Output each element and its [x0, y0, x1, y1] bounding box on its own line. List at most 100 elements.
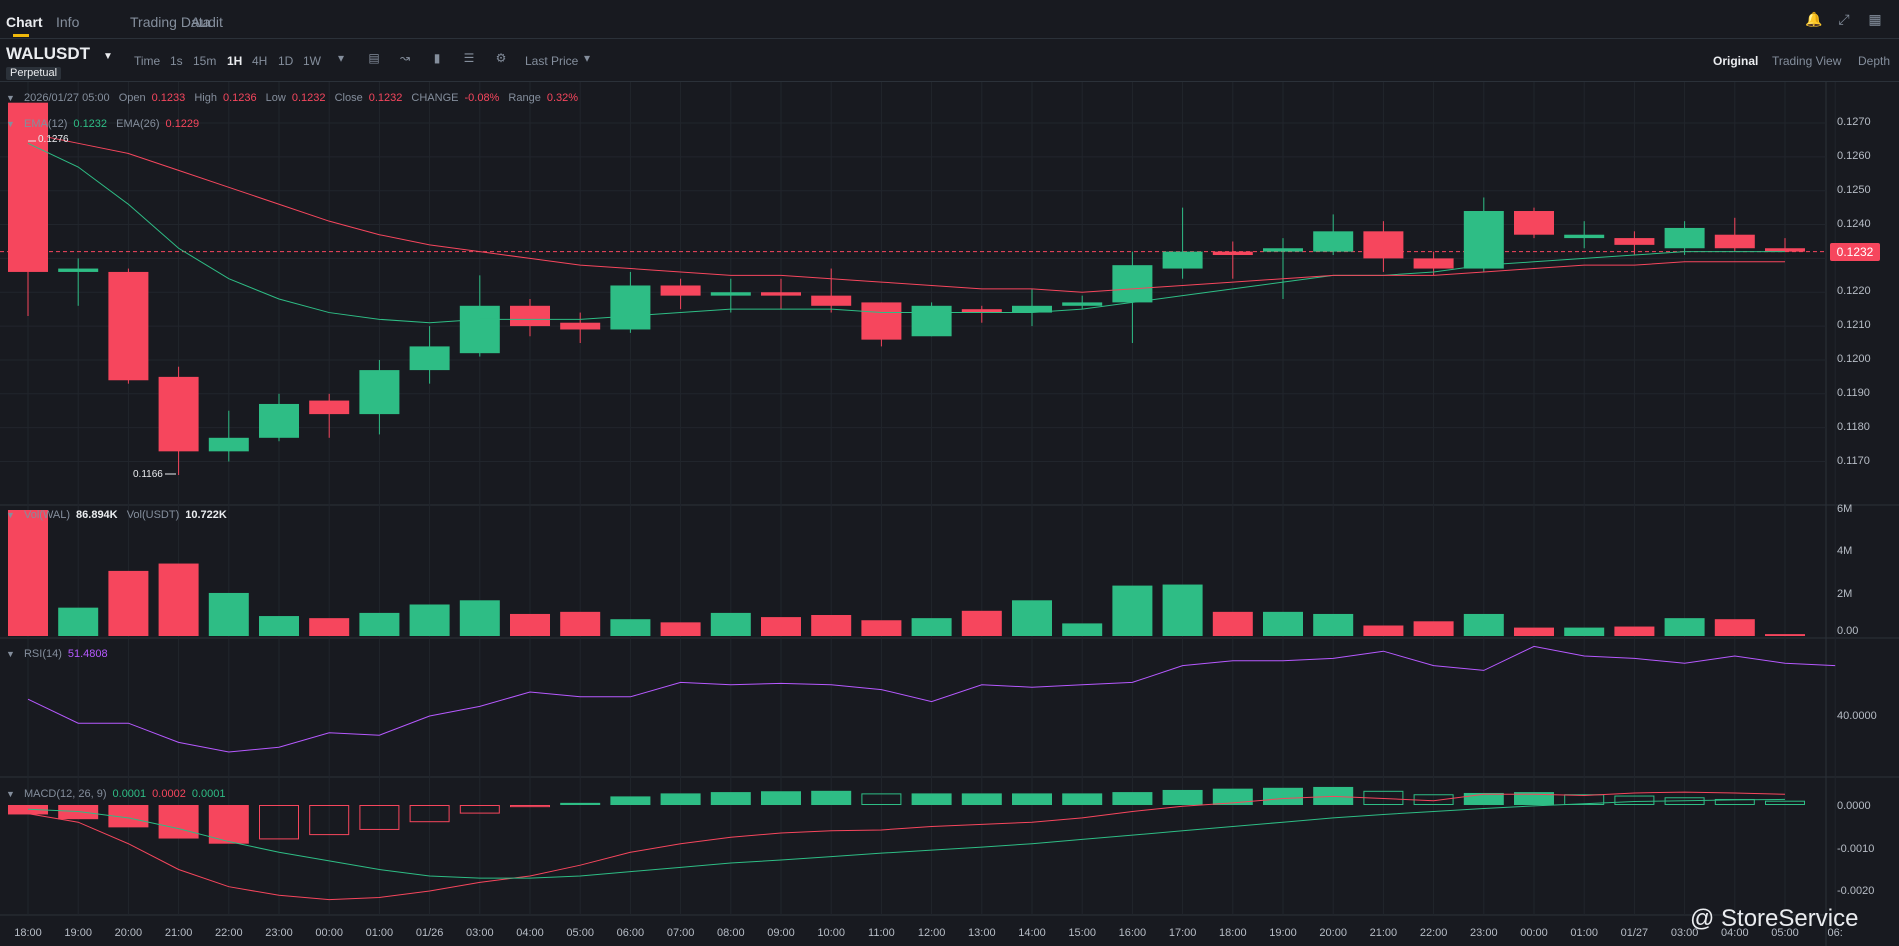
ema26-label: EMA(26) [116, 118, 160, 130]
view-depth[interactable]: Depth [1858, 54, 1891, 68]
volume-bar [1012, 600, 1052, 636]
time-axis-label: 13:00 [968, 927, 996, 939]
volume-bar [459, 600, 500, 636]
timeframe-1s[interactable]: 1s [170, 54, 183, 68]
macd-line [27, 791, 1786, 901]
high-label: High [194, 92, 217, 104]
volume-bar [8, 510, 48, 636]
bell-icon[interactable]: 🔔 [1805, 11, 1823, 27]
candle-body [510, 305, 550, 327]
price-type-select[interactable]: Last Price [525, 54, 579, 68]
collapse-icon[interactable]: ▼ [6, 789, 15, 799]
low-value: 0.1232 [291, 92, 326, 104]
time-axis-label: 18:00 [1219, 927, 1247, 939]
volume-bar [1714, 619, 1755, 636]
macd-signal-line [27, 798, 1786, 879]
macd-legend: ▼ MACD(12, 26, 9) 0.0001 0.0002 0.0001 [6, 788, 231, 800]
macd-histogram-bar [660, 793, 701, 805]
view-original[interactable]: Original [1713, 54, 1759, 68]
volume-bar [309, 618, 350, 636]
more-timeframes-icon[interactable]: ▾ [337, 51, 345, 65]
timeframe-1d[interactable]: 1D [278, 54, 294, 68]
candle-body [8, 102, 48, 272]
top-nav: Chart Info Trading Data Audit 🔔 ⤢ ▦ [0, 0, 1899, 39]
volume-bar [811, 615, 852, 636]
time-axis-label: 04:00 [1721, 927, 1749, 939]
volume-bar [961, 610, 1002, 636]
macd-histogram-bar [1263, 787, 1303, 805]
macd-histogram-bar [359, 805, 400, 830]
price-type-dropdown-icon[interactable]: ▾ [583, 51, 591, 65]
time-axis-label: 06:00 [616, 927, 645, 939]
macd-histogram-bar [58, 805, 99, 820]
time-axis-label: 16:00 [1118, 927, 1147, 939]
contract-type-badge: Perpetual [6, 67, 62, 80]
time-axis-label: 15:00 [1068, 927, 1096, 939]
volume-bar [108, 570, 149, 636]
timeframe-4h[interactable]: 4H [252, 54, 268, 68]
tab-audit[interactable]: Audit [191, 14, 223, 30]
volume-bar [861, 620, 902, 636]
macd-histogram-bar [309, 805, 350, 836]
open-label: Open [118, 92, 146, 104]
timeframe-1h[interactable]: 1H [227, 54, 243, 68]
price-axis-label: 0.1220 [1837, 285, 1871, 298]
indicators-icon[interactable]: ↝ [399, 51, 411, 65]
volume-bar [1212, 611, 1253, 636]
collapse-icon[interactable]: ▼ [6, 93, 15, 103]
tab-info[interactable]: Info [56, 14, 80, 30]
low-label: Low [265, 92, 286, 104]
macd-histogram-bar [459, 805, 500, 814]
range-label: Range [508, 92, 541, 104]
chart-toolbar: WALUSDT ▼ Perpetual Time 1s 15m 1H 4H 1D… [0, 39, 1899, 82]
view-trading-view[interactable]: Trading View [1772, 54, 1842, 68]
collapse-icon[interactable]: ▼ [6, 119, 15, 129]
vol-wal-label: Vol(WAL) [23, 509, 71, 521]
high-value: 0.1236 [222, 92, 257, 104]
candle-body [1514, 211, 1554, 235]
low-marker-label: 0.1166 [133, 469, 163, 480]
chart-type-icon[interactable]: ▮ [433, 51, 441, 65]
tab-trading-data[interactable]: Trading Data [130, 14, 211, 30]
time-axis-label: 01:00 [1570, 927, 1598, 939]
timeframe-15m[interactable]: 15m [193, 54, 217, 68]
grid-icon[interactable]: ▦ [1868, 11, 1882, 27]
candle-body [208, 437, 249, 452]
time-axis-label: 07:00 [666, 927, 695, 939]
calendar-icon[interactable]: ▤ [368, 51, 380, 65]
ema26-line [27, 132, 1785, 293]
candle-body [1714, 234, 1755, 249]
macd-histogram-bar [811, 790, 852, 805]
change-label: CHANGE [411, 92, 459, 104]
macd-value-3: 0.0001 [191, 788, 226, 800]
candle-body [961, 309, 1002, 313]
volume-bar [1062, 623, 1103, 636]
timeframe-1w[interactable]: 1W [303, 54, 321, 68]
timeframe-time[interactable]: Time [134, 54, 161, 68]
collapse-icon[interactable]: ▼ [6, 649, 15, 659]
macd-histogram-bar [259, 805, 299, 840]
time-axis-label: 19:00 [1269, 927, 1297, 939]
macd-axis-label: -0.0020 [1837, 885, 1875, 897]
time-axis-label: 04:00 [516, 927, 544, 939]
collapse-icon[interactable]: ▼ [6, 510, 15, 520]
candle-body [1162, 251, 1203, 269]
candle-body [1062, 302, 1103, 306]
macd-histogram-bar [1212, 788, 1253, 805]
candle-body [710, 292, 751, 296]
volume-bar [58, 607, 99, 636]
volume-bar [1564, 627, 1605, 636]
tab-chart[interactable]: Chart [6, 14, 43, 30]
volume-bar [259, 616, 299, 636]
expand-icon[interactable]: ⤢ [1838, 11, 1850, 27]
settings-list-icon[interactable]: ☰ [463, 51, 475, 65]
gear-icon[interactable]: ⚙ [495, 51, 507, 65]
time-axis-label: 06: [1827, 927, 1843, 939]
symbol-title[interactable]: WALUSDT [6, 44, 91, 63]
vol-usdt-label: Vol(USDT) [126, 509, 180, 521]
candle-body [58, 268, 99, 272]
volume-bar [1363, 625, 1404, 636]
symbol-dropdown-icon[interactable]: ▼ [103, 51, 113, 62]
candle-body [560, 322, 601, 330]
